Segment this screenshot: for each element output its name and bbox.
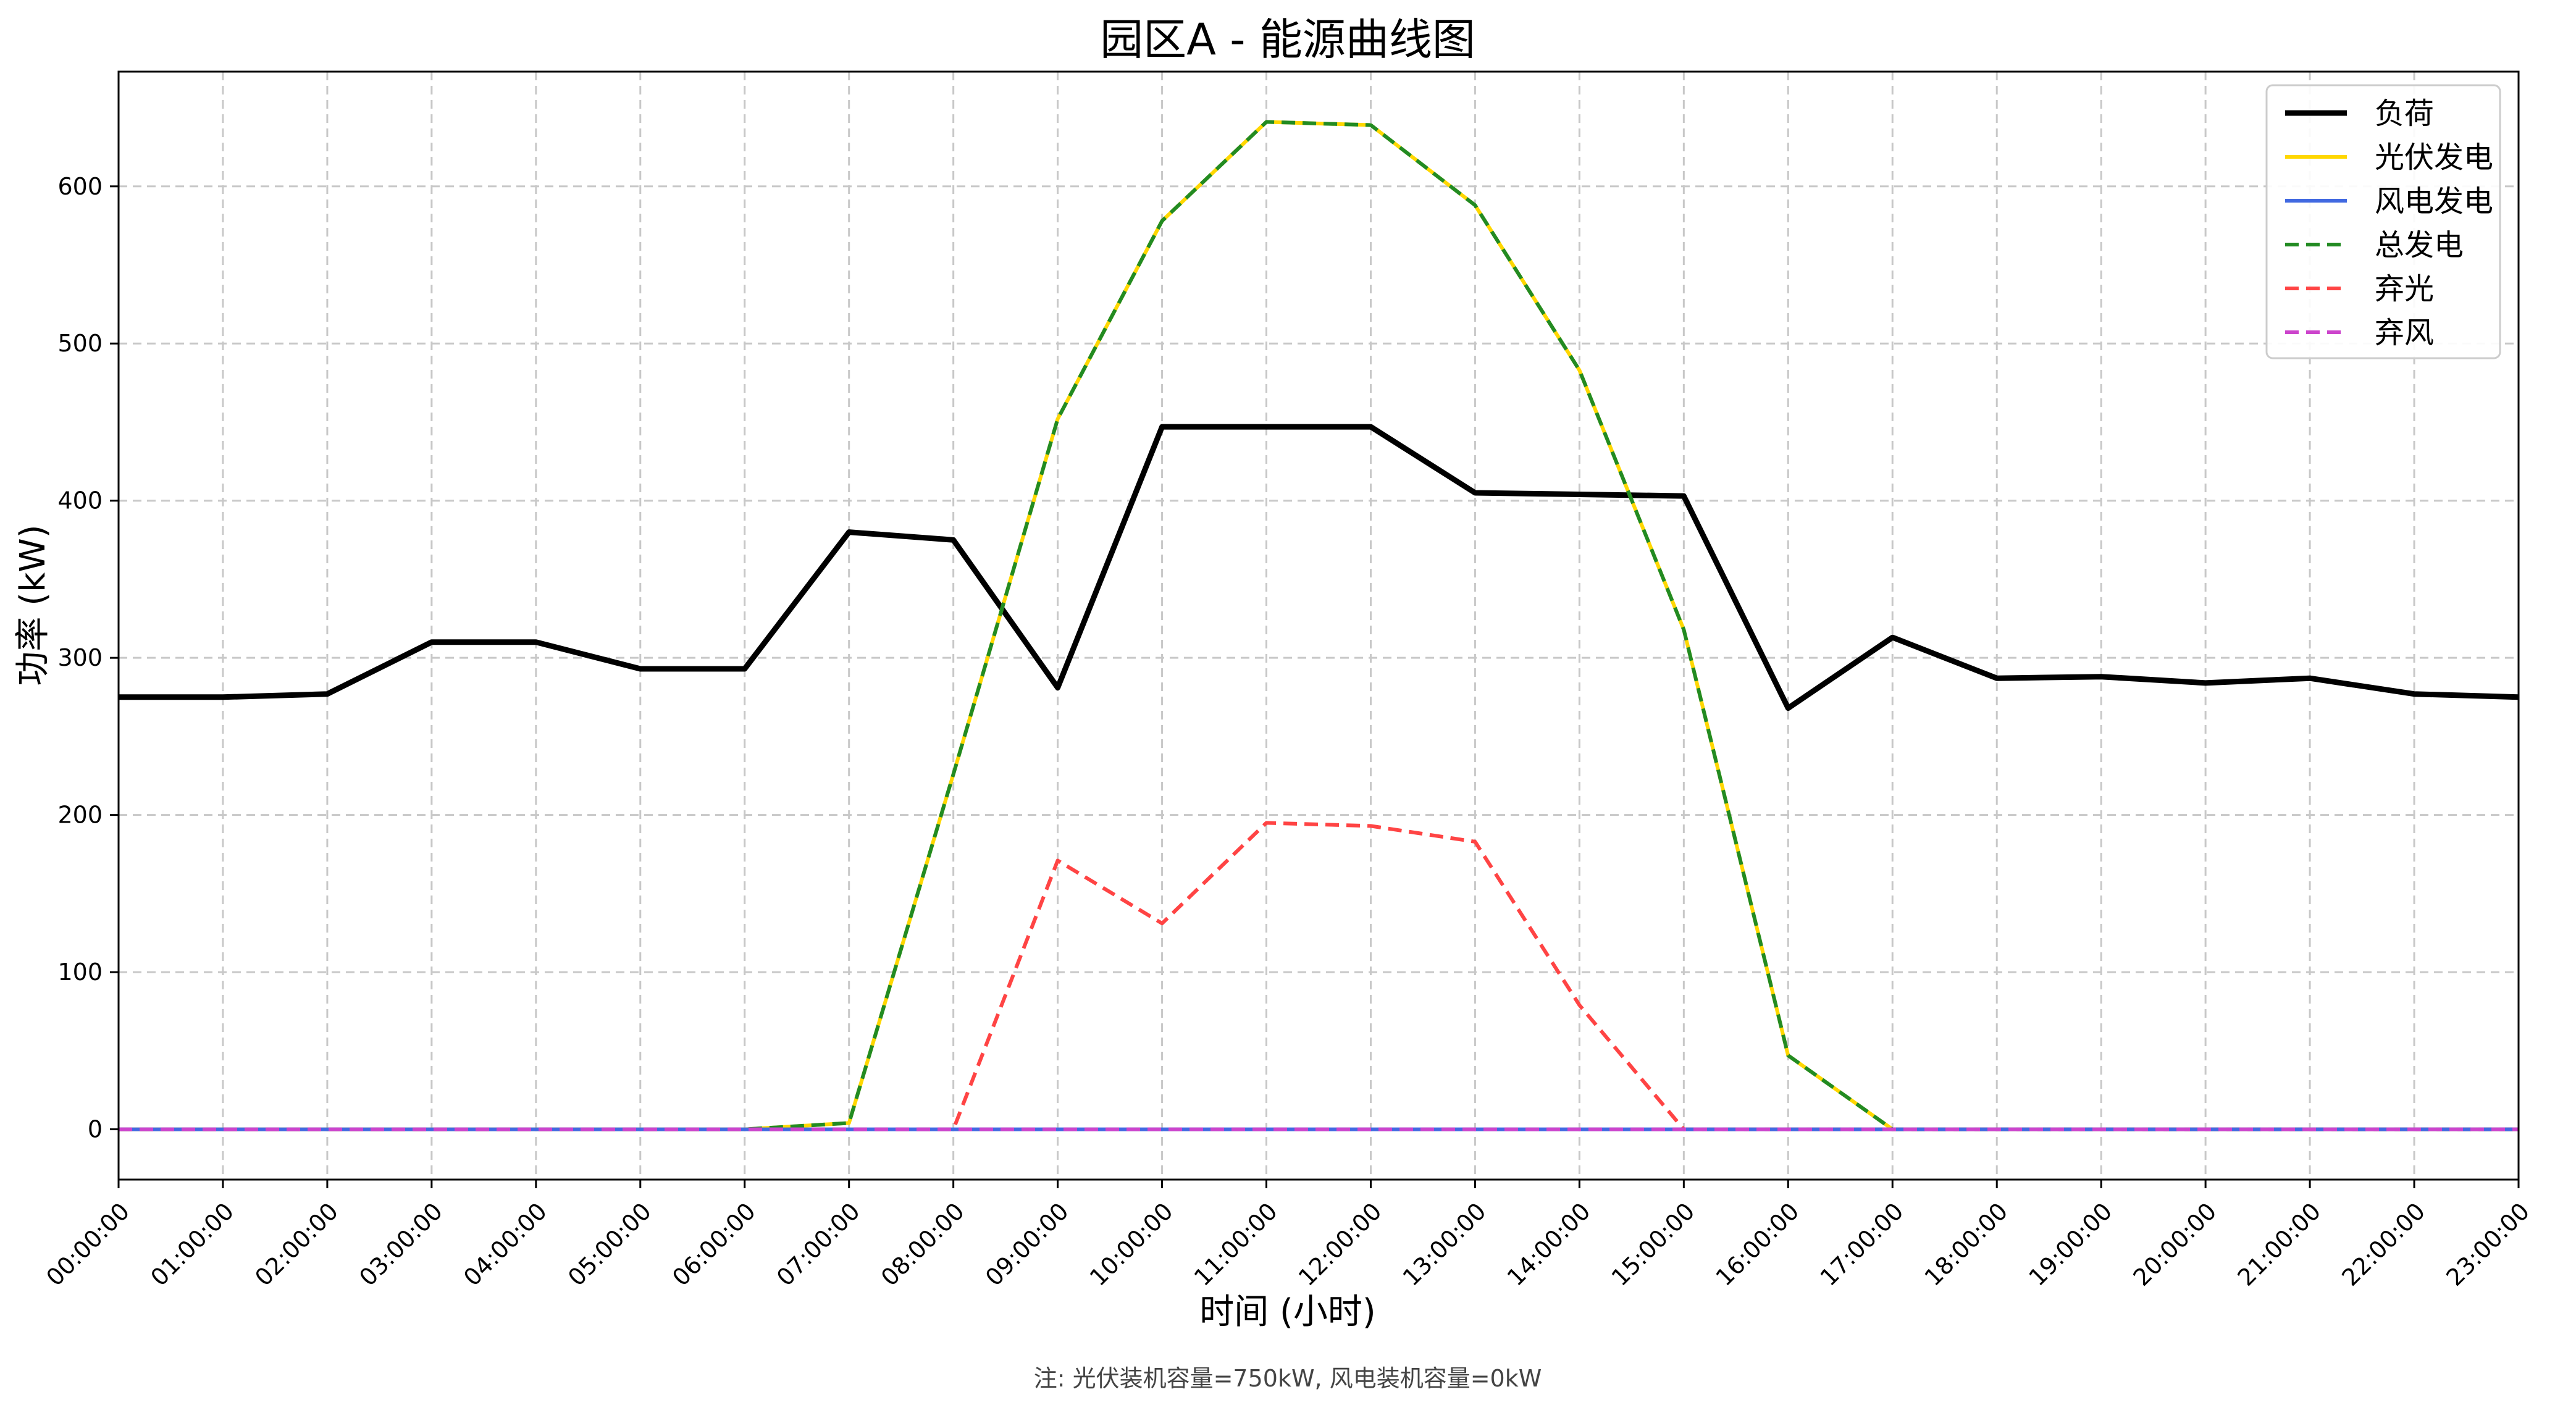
plot-frame bbox=[117, 70, 2520, 1181]
x-axis-label: 时间 (小时) bbox=[1199, 1292, 1376, 1332]
y-tick-label: 100 bbox=[57, 958, 103, 986]
chart-title: 园区A - 能源曲线图 bbox=[1100, 14, 1475, 65]
y-axis-label: 功率 (kW) bbox=[13, 524, 53, 686]
legend-label: 总发电 bbox=[2375, 228, 2464, 262]
y-axis-ticks: 0 100 200 300 400 500 600 bbox=[57, 173, 119, 1143]
y-tick-label: 400 bbox=[57, 487, 103, 514]
y-tick-label: 500 bbox=[57, 330, 103, 357]
legend-label: 弃风 bbox=[2375, 316, 2434, 350]
series-lines bbox=[119, 120, 2519, 1131]
y-tick-label: 300 bbox=[57, 644, 103, 671]
legend-box bbox=[2265, 84, 2501, 359]
y-tick-label: 200 bbox=[57, 802, 103, 829]
legend-label: 光伏发电 bbox=[2375, 140, 2493, 175]
y-tick-label: 600 bbox=[57, 173, 103, 200]
legend-label: 风电发电 bbox=[2375, 184, 2493, 219]
series-line-0 bbox=[119, 424, 2519, 711]
legend-label: 负荷 bbox=[2375, 96, 2434, 131]
y-tick-label: 0 bbox=[88, 1116, 103, 1143]
legend-label: 弃光 bbox=[2375, 272, 2434, 306]
footnote: 注: 光伏装机容量=750kW, 风电装机容量=0kW bbox=[1034, 1365, 1542, 1392]
